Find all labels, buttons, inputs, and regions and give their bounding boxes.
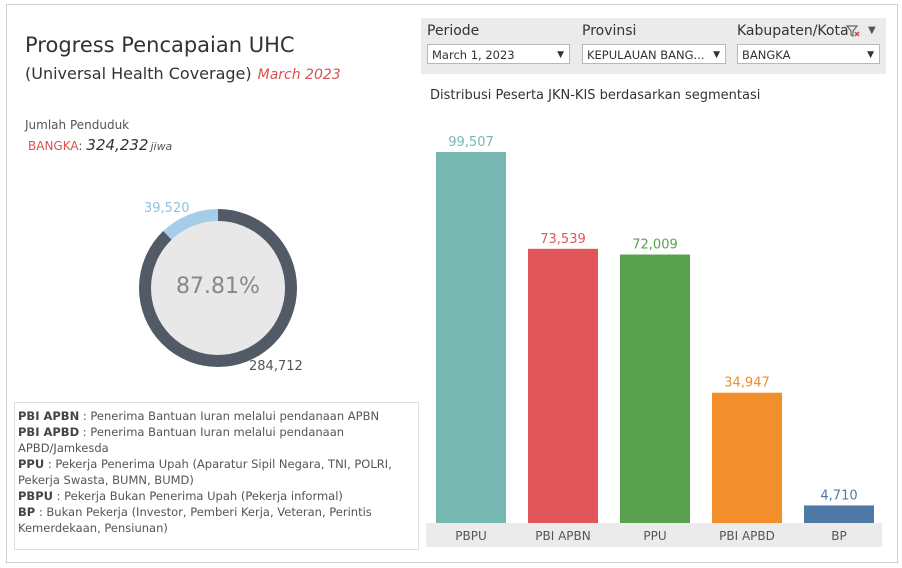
coverage-donut-chart[interactable] [130,200,306,376]
legend-key: BP [18,505,36,519]
legend-desc: : Pekerja Penerima Upah (Aparatur Sipil … [18,457,392,487]
filter-provinsi-label: Provinsi [582,23,637,39]
chevron-down-icon: ▼ [867,50,874,60]
chart-title: Distribusi Peserta JKN-KIS berdasarkan s… [430,88,761,103]
chevron-down-icon: ▼ [557,50,564,60]
coverage-percent: 87.81% [176,274,260,299]
population-unit: jiwa [150,140,173,153]
bar-value-label: 4,710 [820,488,857,503]
population-separator: : [78,139,83,153]
subtitle-text: (Universal Health Coverage) [25,64,252,83]
segment-bar-chart[interactable]: 99,507 PBPU 73,539 PBI APBN 72,009 PPU 34,947 P… [421,118,882,548]
legend-key: PBPU [18,489,53,503]
provinsi-select-value: KEPULAUAN BANG... [587,48,705,62]
legend-item: PBI APBD : Penerima Bantuan Iuran melalu… [18,424,415,456]
chevron-down-icon: ▼ [713,50,720,60]
legend-item: BP : Bukan Pekerja (Investor, Pemberi Ke… [18,504,415,536]
legend-desc: : Bukan Pekerja (Investor, Pemberi Kerja… [18,505,372,535]
filter-kabupaten-label: Kabupaten/Kota [737,23,849,39]
legend-key: PBI APBD [18,425,80,439]
filter-periode-label: Periode [427,23,480,39]
x-axis-band [426,523,882,547]
legend-item: PBPU : Pekerja Bukan Penerima Upah (Peke… [18,488,415,504]
legend-desc: : Pekerja Bukan Penerima Upah (Pekerja i… [52,489,343,503]
filter-clear-icon[interactable] [846,24,860,38]
population-row: BANGKA: 324,232 jiwa [28,136,172,154]
legend-desc: : Penerima Bantuan Iuran melalui pendana… [18,425,345,455]
x-tick-label: PPU [643,529,666,543]
page-subtitle: (Universal Health Coverage) March 2023 [25,64,341,83]
population-label: Jumlah Penduduk [25,118,130,132]
donut-uncovered-segment[interactable] [130,200,306,376]
provinsi-select[interactable]: KEPULAUAN BANG... ▼ [582,44,726,64]
periode-select[interactable]: March 1, 2023 ▼ [427,44,570,64]
dashboard-frame [6,4,898,563]
x-tick-label: PBI APBD [719,529,775,543]
period-label: March 2023 [257,67,341,83]
x-tick-label: PBI APBN [535,529,590,543]
bar-pbi-apbn[interactable] [528,248,598,523]
bar-value-label: 73,539 [540,232,586,247]
bar-ppu[interactable] [620,254,690,524]
population-region: BANGKA [28,139,79,153]
bar-value-label: 99,507 [448,135,494,150]
legend-item: PBI APBN : Penerima Bantuan Iuran melalu… [18,408,415,424]
population-value: 324,232 [86,136,149,154]
kabupaten-select-value: BANGKA [742,48,791,62]
bar-pbi-apbd[interactable] [712,392,782,523]
periode-select-value: March 1, 2023 [432,48,515,62]
kabupaten-select[interactable]: BANGKA ▼ [737,44,880,64]
bar-value-label: 72,009 [632,238,678,253]
donut-center [147,217,289,359]
legend-item: PPU : Pekerja Penerima Upah (Aparatur Si… [18,456,415,488]
legend-desc: : Penerima Bantuan Iuran melalui pendana… [79,409,380,423]
x-tick-label: PBPU [455,529,487,543]
covered-value-label: 284,712 [249,359,303,374]
uncovered-value-label: 39,520 [144,201,190,216]
dropdown-menu-icon[interactable]: ▼ [868,25,876,36]
bar-value-label: 34,947 [724,376,770,391]
bar-pbpu[interactable] [436,152,506,523]
filter-bar: Periode March 1, 2023 ▼ Provinsi KEPULAU… [421,18,886,74]
page-title: Progress Pencapaian UHC [25,33,295,57]
bar-bp[interactable] [804,505,874,523]
x-tick-label: BP [831,529,846,543]
legend-key: PPU [18,457,45,471]
segment-legend: PBI APBN : Penerima Bantuan Iuran melalu… [14,402,419,550]
legend-key: PBI APBN [18,409,80,423]
